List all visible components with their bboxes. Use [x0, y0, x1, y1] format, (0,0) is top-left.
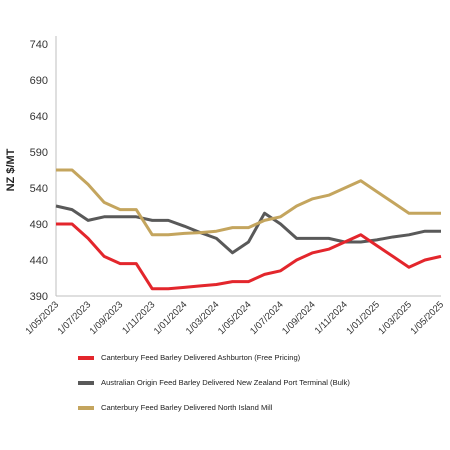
- series-line-0: [56, 222, 442, 291]
- legend-item-ashburton: Canterbury Feed Barley Delivered Ashburt…: [78, 351, 448, 364]
- legend-item-australian: Australian Origin Feed Barley Delivered …: [78, 376, 448, 389]
- x-tick-label: 1/11/2024: [313, 299, 350, 336]
- series-line-2: [56, 168, 441, 237]
- x-tick-label: 1/05/2023: [23, 299, 61, 337]
- y-tick-label: 690: [30, 75, 48, 87]
- legend-item-north-island: Canterbury Feed Barley Delivered North I…: [78, 401, 448, 414]
- x-tick-label: 1/01/2024: [152, 299, 190, 337]
- legend-swatch-ashburton: [78, 355, 94, 360]
- y-tick-label: 640: [30, 111, 48, 123]
- x-tick-label: 1/05/2024: [216, 299, 254, 337]
- legend-swatch-north-island: [78, 405, 94, 410]
- x-tick-label: 1/09/2024: [280, 299, 318, 337]
- y-axis: 390 440 490 540 590 640 690 740: [30, 36, 57, 303]
- legend: Canterbury Feed Barley Delivered Ashburt…: [78, 351, 448, 426]
- y-tick-label: 490: [30, 219, 48, 231]
- x-tick-label: 1/07/2024: [248, 299, 286, 337]
- legend-swatch-australian: [78, 380, 94, 385]
- x-tick-label: 1/09/2023: [88, 299, 126, 337]
- legend-label-north-island: Canterbury Feed Barley Delivered North I…: [101, 403, 273, 412]
- x-tick-label: 1/07/2023: [56, 299, 94, 337]
- y-tick-label: 740: [30, 39, 48, 51]
- x-tick-label: 1/01/2025: [344, 299, 382, 337]
- y-tick-label: 440: [30, 255, 48, 267]
- x-tick-label: 1/03/2024: [184, 299, 222, 337]
- legend-label-ashburton: Canterbury Feed Barley Delivered Ashburt…: [101, 353, 301, 362]
- x-axis: 1/05/20231/07/20231/09/20231/11/20231/01…: [23, 295, 446, 337]
- x-tick-label: 1/03/2025: [376, 299, 414, 337]
- y-axis-label: NZ $/MT: [5, 148, 17, 191]
- y-tick-label: 590: [30, 147, 48, 159]
- legend-label-australian: Australian Origin Feed Barley Delivered …: [101, 378, 350, 387]
- series-layer: [55, 168, 442, 291]
- x-tick-label: 1/05/2025: [408, 299, 446, 337]
- series-line-1: [55, 204, 441, 255]
- x-tick-label: 1/11/2023: [120, 299, 157, 336]
- y-tick-label: 390: [30, 291, 48, 303]
- y-tick-label: 540: [30, 183, 48, 195]
